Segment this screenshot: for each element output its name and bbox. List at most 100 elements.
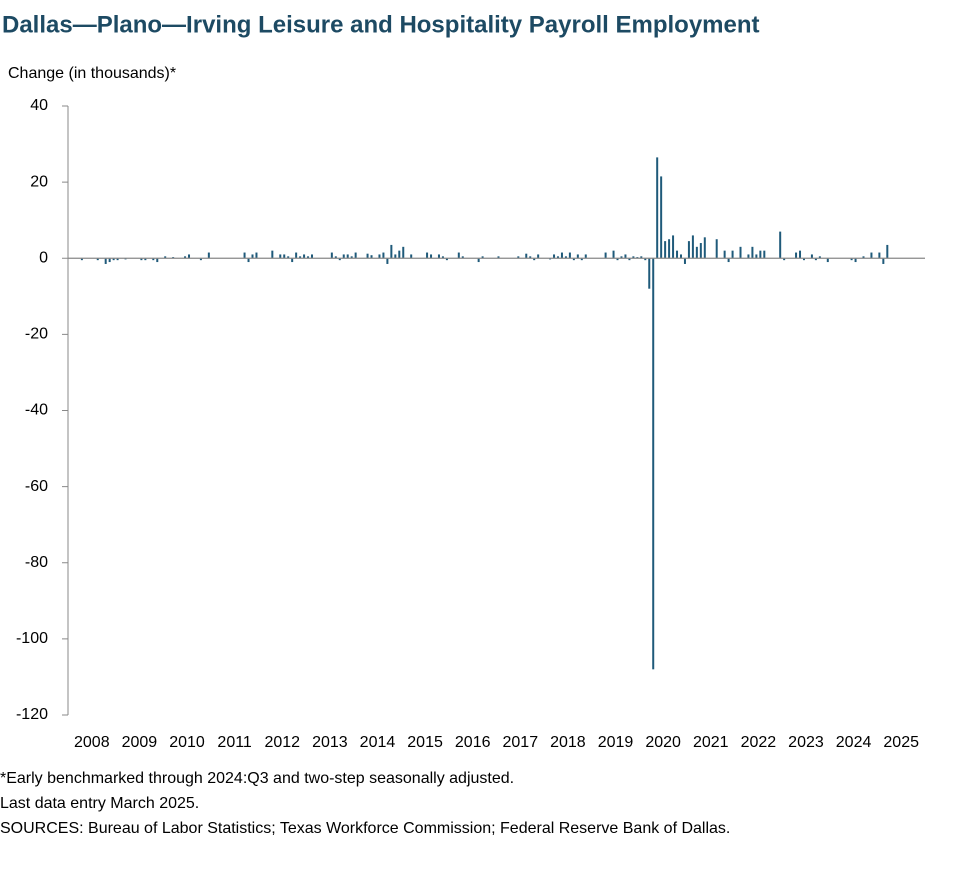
bar xyxy=(699,243,702,259)
bar xyxy=(243,252,246,259)
bar xyxy=(184,256,187,259)
x-tick-label: 2019 xyxy=(598,734,634,751)
bar xyxy=(580,258,583,261)
y-tick-label: 40 xyxy=(30,97,48,114)
x-tick-label: 2020 xyxy=(645,734,681,751)
chart-title: Dallas—Plano—Irving Leisure and Hospital… xyxy=(2,11,760,38)
bar xyxy=(370,255,373,259)
bar xyxy=(497,256,500,259)
bar xyxy=(703,237,706,259)
bar xyxy=(394,254,397,259)
bar xyxy=(854,258,857,263)
bar xyxy=(632,256,635,259)
bar xyxy=(739,246,742,259)
y-tick-label: 20 xyxy=(30,173,48,190)
bar xyxy=(96,258,99,261)
bar xyxy=(108,258,111,263)
bar xyxy=(644,258,647,261)
bar xyxy=(656,157,659,259)
bar xyxy=(604,252,607,259)
bar xyxy=(112,258,115,261)
bar xyxy=(350,256,353,259)
bar xyxy=(457,252,460,259)
bar xyxy=(560,252,563,259)
bar xyxy=(445,258,448,261)
bar xyxy=(279,254,282,259)
bar xyxy=(795,252,798,259)
bar xyxy=(199,258,202,261)
bar xyxy=(620,256,623,259)
bar xyxy=(779,231,782,259)
bar xyxy=(616,258,619,261)
bar xyxy=(207,252,210,259)
bar xyxy=(584,254,587,259)
bar xyxy=(529,256,532,259)
bar xyxy=(140,258,143,261)
bar xyxy=(80,258,83,261)
bar xyxy=(402,246,405,259)
bar xyxy=(799,250,802,259)
bar xyxy=(731,250,734,259)
bar xyxy=(334,256,337,259)
bar xyxy=(802,258,805,261)
bar xyxy=(648,258,651,289)
bar xyxy=(564,256,567,259)
x-tick-label: 2015 xyxy=(407,734,443,751)
bar xyxy=(104,258,107,264)
bar xyxy=(810,254,813,259)
bar xyxy=(437,254,440,259)
bar xyxy=(763,250,766,259)
bar xyxy=(441,256,444,259)
footnote: SOURCES: Bureau of Labor Statistics; Tex… xyxy=(0,820,730,837)
bar xyxy=(430,254,433,259)
bar xyxy=(568,252,571,259)
bar xyxy=(537,254,540,259)
y-tick-label: -120 xyxy=(16,706,48,723)
footnote: Last data entry March 2025. xyxy=(0,795,199,812)
y-tick-label: -40 xyxy=(25,402,48,419)
x-tick-label: 2018 xyxy=(550,734,586,751)
bar xyxy=(386,258,389,264)
bar xyxy=(576,254,579,259)
bar xyxy=(342,254,345,259)
bar xyxy=(612,250,615,259)
bar xyxy=(295,252,298,259)
bar xyxy=(755,254,758,259)
bar xyxy=(303,254,306,259)
bar xyxy=(870,252,873,259)
x-tick-label: 2008 xyxy=(74,734,110,751)
bar xyxy=(116,258,119,261)
bar xyxy=(188,254,191,259)
bar xyxy=(715,239,718,259)
bar xyxy=(283,254,286,259)
x-tick-label: 2022 xyxy=(741,734,777,751)
x-tick-label: 2014 xyxy=(360,734,396,751)
bar xyxy=(882,258,885,264)
bar xyxy=(410,254,413,259)
bar xyxy=(481,256,484,259)
bar xyxy=(525,253,528,259)
bar xyxy=(251,254,254,259)
bar xyxy=(850,258,853,261)
bar xyxy=(287,256,290,259)
bar xyxy=(572,258,575,261)
bar xyxy=(533,258,536,261)
y-tick-label: -100 xyxy=(16,630,48,647)
bar xyxy=(553,254,556,259)
bar xyxy=(156,258,159,263)
bar xyxy=(338,258,341,261)
x-tick-label: 2025 xyxy=(883,734,919,751)
bar xyxy=(676,250,679,259)
bar xyxy=(783,258,786,261)
footnote: *Early benchmarked through 2024:Q3 and t… xyxy=(0,770,514,787)
x-tick-label: 2017 xyxy=(503,734,539,751)
bar xyxy=(378,254,381,259)
bar xyxy=(747,254,750,259)
bar xyxy=(299,256,302,259)
bar xyxy=(878,252,881,259)
bar xyxy=(628,258,631,261)
y-tick-label: -80 xyxy=(25,554,48,571)
bar xyxy=(723,250,726,259)
bar xyxy=(366,253,369,259)
